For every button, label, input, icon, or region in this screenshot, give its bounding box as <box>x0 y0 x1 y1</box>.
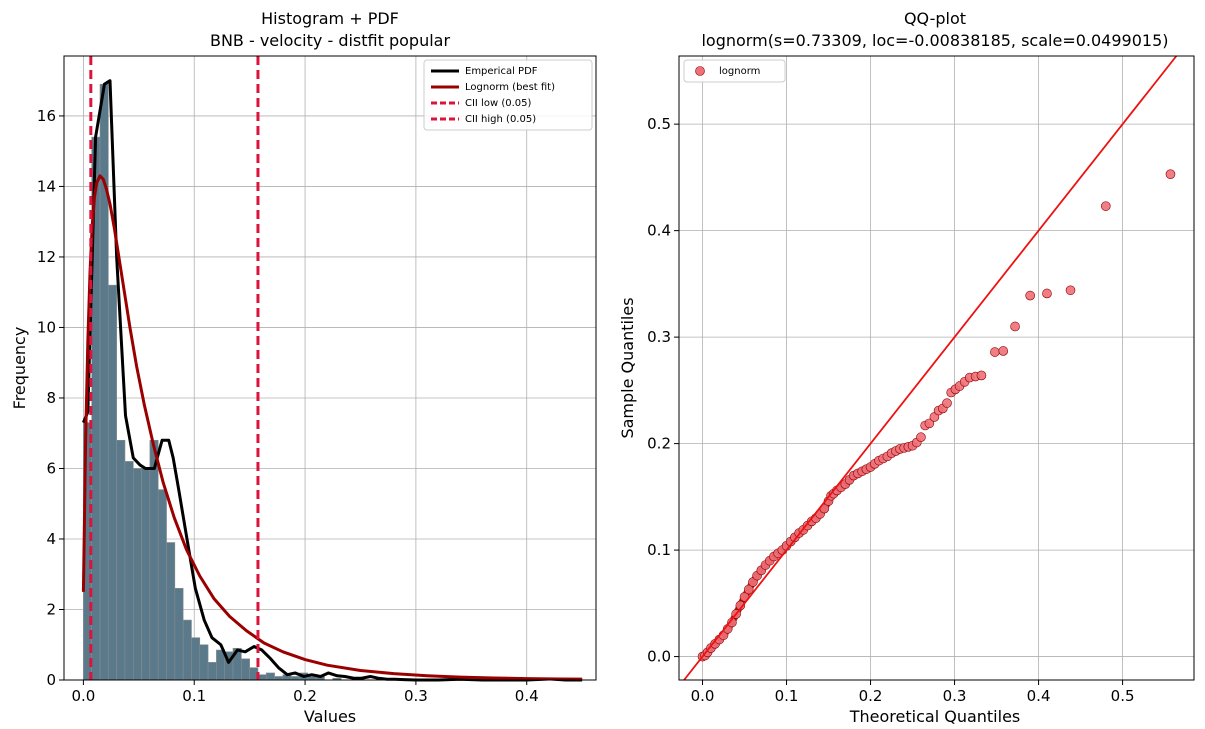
histogram-bar-23 <box>274 676 284 681</box>
qq-y-tick-label-2: 0.2 <box>647 435 671 453</box>
y-tick-label-3: 6 <box>46 459 56 477</box>
y-tick-label-6: 12 <box>37 248 56 266</box>
qq-point-68 <box>990 347 1000 357</box>
qq-point-69 <box>998 346 1009 356</box>
qq-y-tick-label-0: 0.0 <box>647 648 671 666</box>
qq-gridlines <box>679 56 1194 680</box>
qq-y-axis-label: Sample Quantiles <box>618 297 637 438</box>
histogram-plot-frame <box>63 55 597 681</box>
histogram-bar-2 <box>99 83 109 681</box>
histogram-bar-13 <box>191 637 201 681</box>
histogram-bar-8 <box>149 439 159 681</box>
qq-y-tick-label-1: 0.1 <box>647 541 671 559</box>
qq-plot-chart: QQ-plot lognorm(s=0.73309, loc=-0.008381… <box>618 9 1195 726</box>
y-tick-label-0: 0 <box>46 671 56 689</box>
histogram-bar-27 <box>307 676 317 681</box>
qq-y-tick-label-5: 0.5 <box>647 115 671 133</box>
qq-point-71 <box>1025 290 1035 301</box>
y-tick-label-1: 2 <box>46 600 56 618</box>
qq-point-72 <box>1042 288 1052 299</box>
qq-ticks: 0.0 0.1 0.2 0.3 0.4 0.5 0.0 0.1 0.2 0.3 0.4 0.5 <box>647 115 1134 705</box>
qq-legend: lognorm <box>683 59 786 83</box>
y-tick-label-2: 4 <box>46 530 56 548</box>
qq-point-67 <box>976 370 987 381</box>
histogram-bar-22 <box>265 672 275 681</box>
histogram-bar-6 <box>132 468 142 681</box>
legend-label-empirical-pdf: Emperical PDF <box>465 66 538 77</box>
qq-points <box>683 55 1178 681</box>
qq-x-tick-label-5: 0.5 <box>1111 687 1135 705</box>
qq-point-12 <box>743 584 754 595</box>
histogram-chart-title: Histogram + PDF <box>261 9 399 28</box>
qq-point-70 <box>1010 321 1020 332</box>
histogram-bar-11 <box>174 588 184 681</box>
qq-reference-line <box>683 55 1178 681</box>
histogram-legend-box <box>423 59 593 131</box>
qq-point-54 <box>916 432 926 443</box>
x-tick-label-2: 0.2 <box>293 687 317 705</box>
histogram-ticks: 0.0 0.1 0.2 0.3 0.4 0 2 4 6 8 10 12 14 16 <box>37 107 539 705</box>
histogram-bar-12 <box>182 619 192 681</box>
histogram-y-axis-label: Frequency <box>10 327 29 410</box>
qq-point-75 <box>1165 169 1176 179</box>
histogram-x-axis-label: Values <box>304 707 356 726</box>
legend-label-lognorm-fit: Lognorm (best fit) <box>465 82 555 93</box>
histogram-bar-9 <box>157 489 167 681</box>
histogram-bar-7 <box>141 468 151 681</box>
lognorm-fit-line <box>81 174 583 681</box>
histogram-bar-4 <box>116 439 126 681</box>
histogram-bar-16 <box>216 649 226 681</box>
x-tick-label-1: 0.1 <box>182 687 206 705</box>
legend-marker-lognorm <box>695 66 705 76</box>
qq-y-tick-label-4: 0.4 <box>647 222 671 240</box>
qq-x-tick-label-3: 0.3 <box>943 687 967 705</box>
histogram-bar-10 <box>166 542 176 681</box>
qq-x-tick-label-0: 0.0 <box>691 687 715 705</box>
histogram-bar-25 <box>290 676 300 681</box>
qq-x-tick-label-4: 0.4 <box>1027 687 1051 705</box>
qq-point-74 <box>1100 201 1111 211</box>
x-tick-label-4: 0.4 <box>515 687 539 705</box>
qq-plot-title: QQ-plot <box>904 9 966 28</box>
y-tick-label-8: 16 <box>37 107 56 125</box>
histogram-bars <box>83 83 558 681</box>
histogram-chart-subtitle: BNB - velocity - distfit popular <box>210 31 450 50</box>
y-tick-label-5: 10 <box>37 318 56 336</box>
y-tick-label-7: 14 <box>37 177 56 195</box>
histogram-bar-15 <box>207 662 217 681</box>
qq-y-tick-label-3: 0.3 <box>647 328 671 346</box>
x-tick-label-0: 0.0 <box>71 687 95 705</box>
histogram-bar-5 <box>124 461 134 681</box>
histogram-chart: Histogram + PDF BNB - velocity - distfit… <box>10 9 597 726</box>
histogram-legend: Emperical PDF Lognorm (best fit) CII low… <box>423 59 593 131</box>
y-tick-label-4: 8 <box>46 389 56 407</box>
histogram-bar-14 <box>199 644 209 681</box>
legend-label-lognorm: lognorm <box>719 66 760 77</box>
legend-label-cii-low: CII low (0.05) <box>465 98 531 109</box>
qq-x-tick-label-2: 0.2 <box>859 687 883 705</box>
qq-x-tick-label-1: 0.1 <box>775 687 799 705</box>
histogram-bar-19 <box>241 658 250 681</box>
qq-point-56 <box>924 418 935 429</box>
histogram-bar-3 <box>108 284 117 681</box>
qq-legend-box <box>683 59 786 83</box>
qq-plot-subtitle: lognorm(s=0.73309, loc=-0.00838185, scal… <box>701 31 1168 50</box>
qq-point-60 <box>942 398 952 408</box>
legend-label-cii-high: CII high (0.05) <box>465 114 536 125</box>
qq-point-73 <box>1065 285 1076 296</box>
x-tick-label-3: 0.3 <box>404 687 428 705</box>
qq-plot-frame <box>678 55 1195 681</box>
qq-x-axis-label: Theoretical Quantiles <box>849 707 1021 726</box>
